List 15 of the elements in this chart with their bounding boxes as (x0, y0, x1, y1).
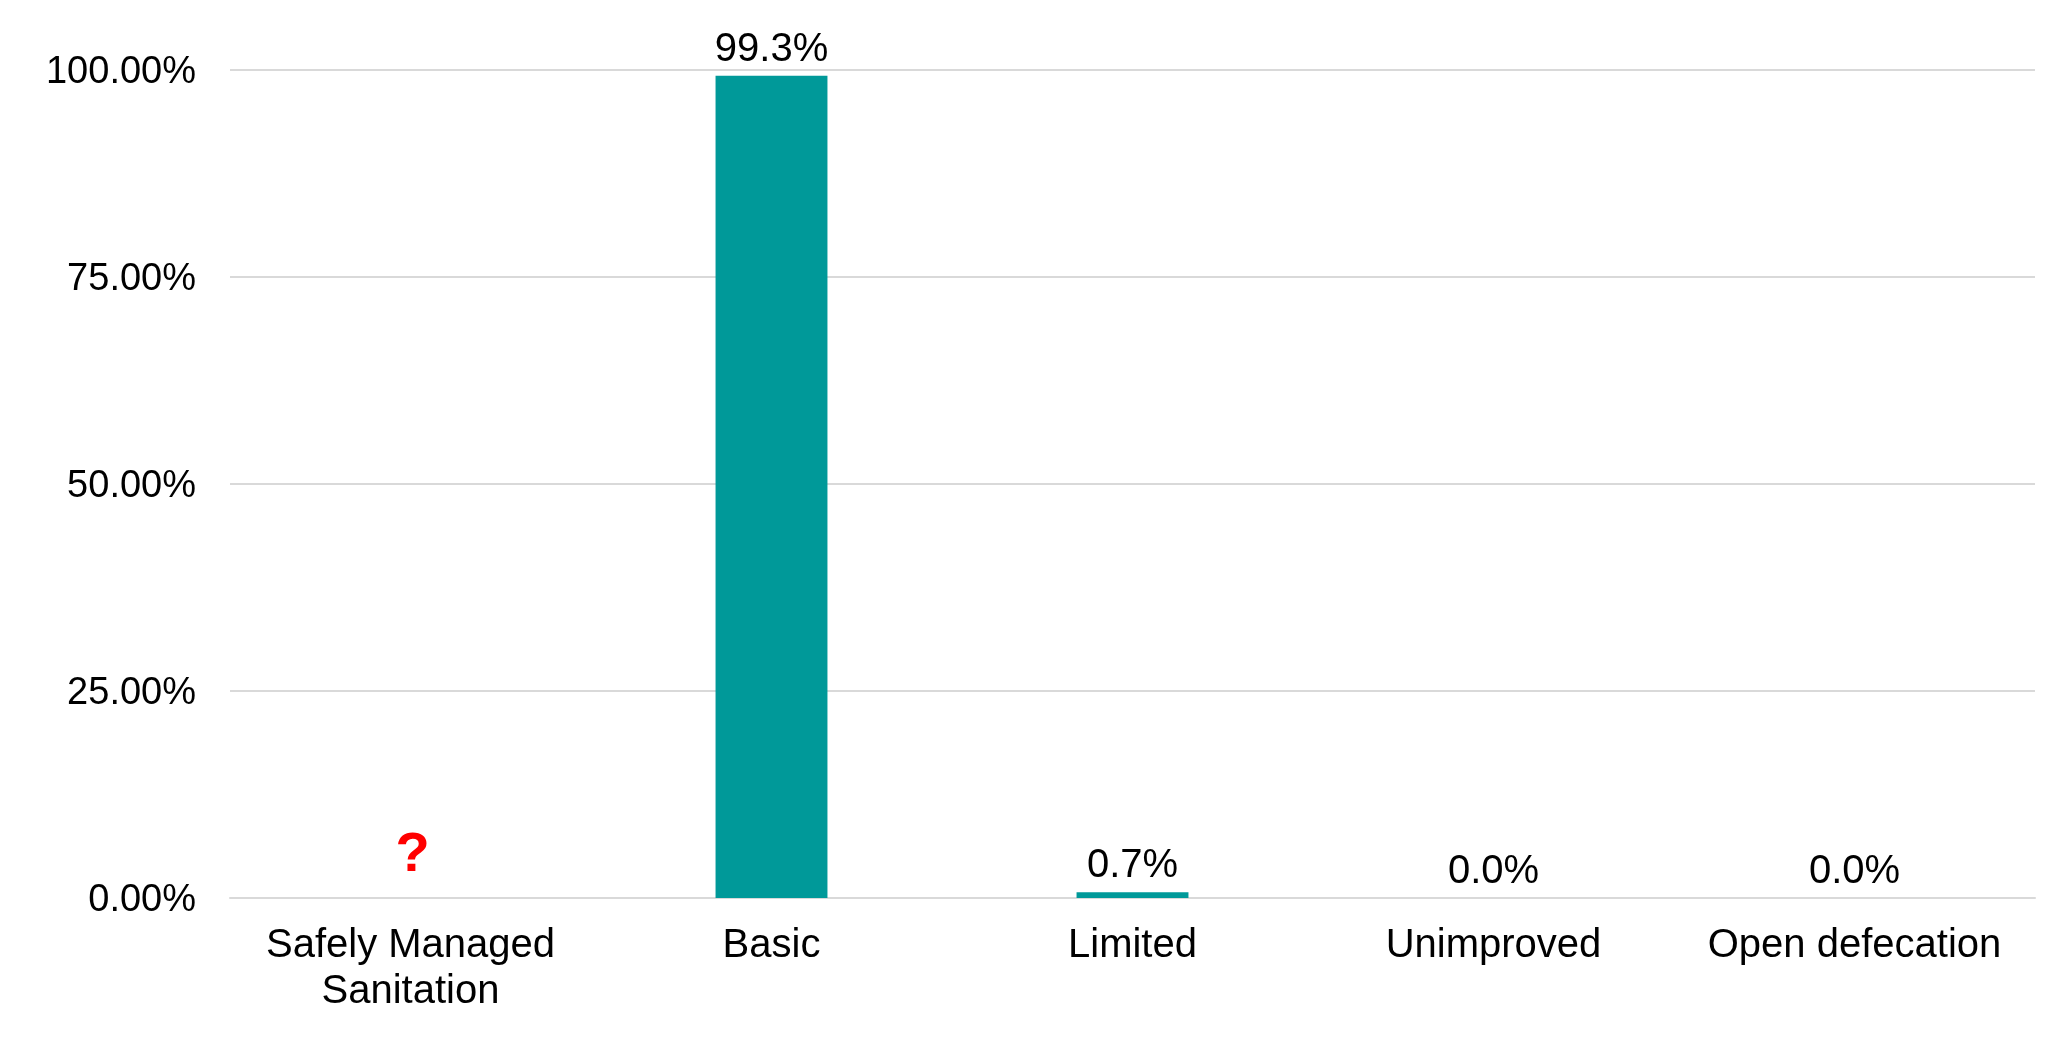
y-tick-label: 100.00% (45, 49, 196, 91)
y-tick-label: 25.00% (67, 670, 196, 712)
y-tick-label: 75.00% (67, 256, 196, 298)
data-label: 0.7% (1086, 841, 1179, 886)
x-tick-label: Limited (1068, 921, 1197, 965)
annotation: ? (395, 819, 430, 883)
data-label: 0.0% (1808, 847, 1901, 891)
x-tick-label: Unimproved (1385, 921, 1602, 965)
x-tick-label: Basic (722, 921, 821, 965)
y-tick-label: 0.00% (88, 877, 196, 919)
y-tick-label: 50.00% (67, 463, 196, 505)
x-tick-label: Open defecation (1707, 921, 2002, 965)
data-label: 0.0% (1447, 847, 1540, 891)
data-label: 99.3% (714, 24, 829, 69)
x-tick-label: Safely Managed Sanitation (265, 921, 556, 1011)
